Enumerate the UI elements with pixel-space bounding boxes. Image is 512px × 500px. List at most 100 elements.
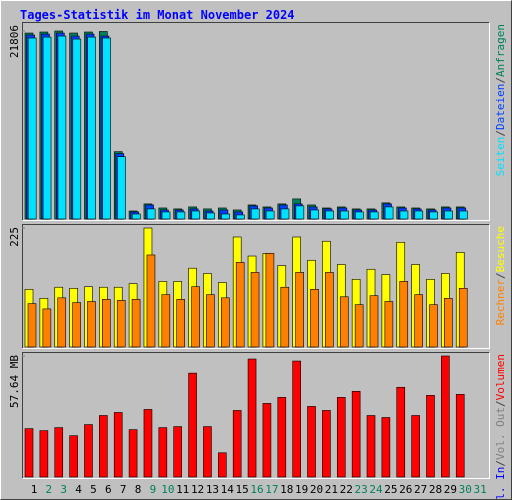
bar — [307, 406, 316, 478]
bar — [84, 424, 93, 478]
x-tick-label: 27 — [414, 483, 427, 496]
bar — [247, 358, 257, 478]
bar — [188, 372, 197, 478]
legend-separator: / — [494, 272, 507, 279]
x-tick-label: 5 — [90, 483, 97, 496]
chart-title: Tages-Statistik im Monat November 2024 — [20, 8, 295, 22]
legend-separator: / — [494, 400, 507, 407]
bar — [102, 37, 111, 220]
bar — [396, 386, 406, 478]
bar — [128, 429, 138, 478]
bar — [280, 286, 290, 348]
bar — [458, 287, 468, 348]
x-tick-label: 8 — [135, 483, 142, 496]
bar — [455, 394, 465, 478]
panel-bevel-dark — [22, 224, 490, 349]
bar — [265, 253, 275, 348]
legend-entry: Besuche — [494, 226, 507, 272]
legend: Vol. In/Vol. Out/Volumen — [494, 354, 507, 500]
x-tick-label: 1 — [31, 483, 38, 496]
bar — [173, 426, 182, 478]
panel-bevel-dark — [22, 22, 490, 221]
bar — [411, 415, 420, 478]
x-tick-label: 25 — [384, 483, 397, 496]
bar — [99, 415, 108, 478]
bar — [221, 213, 230, 220]
bar — [381, 417, 391, 478]
bar — [250, 272, 260, 348]
x-tick-label: 29 — [444, 483, 457, 496]
bar — [322, 410, 331, 478]
bar — [280, 208, 290, 220]
bar — [351, 390, 361, 478]
bar — [87, 36, 96, 220]
x-tick-label: 14 — [221, 483, 235, 496]
bar — [399, 281, 409, 348]
bar — [236, 214, 245, 220]
bar — [429, 211, 438, 220]
bar — [42, 36, 52, 220]
bar — [72, 38, 82, 220]
bar — [292, 360, 301, 478]
bar — [87, 301, 96, 348]
bar — [340, 210, 349, 220]
bar — [39, 430, 49, 478]
legend-entry: Vol. Out — [494, 407, 507, 460]
bar — [295, 205, 305, 220]
legend-entry: Vol. In — [494, 467, 507, 500]
y-tick-label: 21806 — [8, 25, 21, 58]
bar — [221, 297, 230, 348]
bar — [459, 210, 468, 220]
bar — [429, 304, 438, 348]
bar — [161, 211, 171, 220]
bar — [42, 308, 52, 348]
x-tick-label: 20 — [310, 483, 323, 496]
bar — [295, 272, 304, 348]
bar — [232, 410, 242, 478]
bar — [310, 289, 319, 348]
legend: Seiten/Dateien/Anfragen — [494, 24, 507, 176]
bar — [176, 299, 185, 348]
bar — [262, 403, 272, 478]
bar — [113, 412, 123, 478]
bar — [355, 211, 364, 220]
panel-bevel-light — [22, 22, 490, 221]
x-tick-label: 2 — [46, 483, 53, 496]
x-tick-label: 9 — [150, 483, 157, 496]
bar — [354, 304, 364, 348]
bar — [206, 294, 215, 348]
panel-bevel-light — [22, 224, 490, 349]
x-tick-label: 26 — [399, 483, 412, 496]
y-tick-label: 225 — [8, 227, 21, 247]
bar — [57, 35, 67, 220]
x-tick-label: 10 — [161, 483, 174, 496]
x-tick-label: 18 — [280, 483, 293, 496]
bar — [235, 262, 245, 348]
x-tick-label: 30 — [459, 483, 472, 496]
bar — [366, 415, 376, 478]
bar — [277, 397, 287, 478]
y-tick-label: 57.64 MB — [8, 355, 21, 408]
x-tick-label: 21 — [325, 483, 338, 496]
x-tick-label: 13 — [206, 483, 219, 496]
bar — [426, 395, 435, 478]
bar — [72, 302, 81, 348]
bar — [203, 426, 212, 478]
x-tick-label: 24 — [369, 483, 383, 496]
bar — [131, 213, 141, 220]
legend-separator: / — [494, 77, 507, 84]
bar — [414, 294, 423, 348]
bar — [369, 295, 379, 348]
bar — [191, 286, 200, 348]
bar — [143, 409, 153, 478]
bar — [265, 210, 275, 220]
legend-separator: / — [494, 460, 507, 467]
bar — [57, 297, 67, 348]
x-tick-label: 4 — [75, 483, 82, 496]
bar — [116, 300, 126, 348]
legend-entry: Dateien — [494, 84, 507, 130]
legend-entry: Volumen — [494, 354, 507, 400]
bar — [414, 210, 424, 220]
x-tick-label: 11 — [176, 483, 189, 496]
